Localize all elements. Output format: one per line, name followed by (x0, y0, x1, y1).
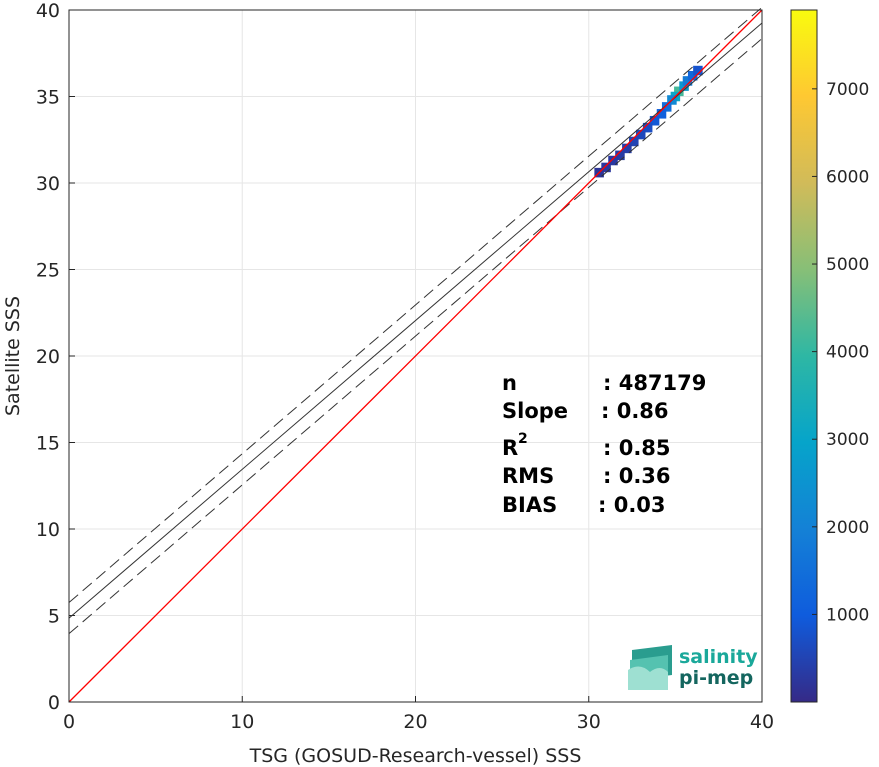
lower-confidence-line (68, 38, 763, 635)
stat-r2-superscript: 2 (518, 431, 528, 447)
colorbar-tick-labels: 1000 2000 3000 4000 5000 6000 7000 (812, 80, 869, 625)
density-cell (629, 136, 639, 147)
x-tick-labels: 0 10 20 30 40 (63, 711, 774, 733)
density-cell (642, 122, 653, 133)
colorbar (790, 9, 818, 703)
density-cell (622, 143, 632, 154)
plot-frame (68, 9, 763, 703)
upper-confidence-line (68, 7, 763, 603)
density-cell (687, 70, 698, 81)
colorbar-tick-label: 7000 (826, 80, 869, 100)
density-cell (601, 162, 611, 173)
density-cell (615, 150, 625, 161)
density-cell (661, 102, 672, 112)
density-cell (682, 76, 693, 86)
identity-line (68, 9, 763, 703)
y-tick-label: 10 (36, 519, 60, 541)
x-tick-label: 40 (750, 711, 774, 733)
colorbar-tick-label: 5000 (826, 255, 869, 275)
density-cell (656, 109, 667, 119)
regression-fit-line (68, 22, 763, 619)
density-cell (679, 81, 689, 91)
density-cell (674, 86, 684, 97)
stat-n-label: n (502, 371, 517, 395)
logo-text-salinity: salinity (679, 646, 758, 668)
y-tick-label: 30 (36, 173, 60, 195)
statistics-text: n : 487179 Slope : 0.86 R 2 : 0.85 RMS :… (502, 371, 706, 517)
stat-bias-value: : 0.03 (598, 493, 666, 517)
y-axis-label: Satellite SSS (2, 296, 24, 416)
x-tick-label: 0 (63, 711, 75, 733)
density-cell (635, 129, 646, 140)
stat-n-value: : 487179 (603, 371, 706, 395)
y-tick-labels: 0 5 10 15 20 25 30 35 40 (36, 0, 60, 714)
density-cell (608, 155, 618, 166)
density-cell (649, 115, 660, 126)
stat-rms-label: RMS (502, 464, 554, 488)
logo-wave-icon (628, 645, 672, 690)
x-axis-label: TSG (GOSUD-Research-vessel) SSS (249, 745, 582, 767)
colorbar-tick-label: 4000 (826, 343, 869, 363)
stat-bias-label: BIAS (502, 493, 557, 517)
y-tick-label: 40 (36, 0, 60, 22)
x-tick-label: 10 (230, 711, 254, 733)
colorbar-tick-label: 2000 (826, 518, 869, 538)
y-tick-label: 35 (36, 87, 60, 109)
x-tick-label: 30 (577, 711, 601, 733)
salinity-pimep-logo: salinity pi-mep (628, 645, 758, 690)
logo-text-pimep: pi-mep (679, 667, 753, 689)
colorbar-tick-label: 6000 (826, 167, 869, 187)
stat-r2-value: : 0.85 (603, 436, 671, 460)
y-tick-label: 20 (36, 346, 60, 368)
colorbar-tick-label: 1000 (826, 605, 869, 625)
regression-lines (68, 7, 763, 703)
stat-slope-label: Slope (502, 399, 568, 423)
y-tick-label: 15 (36, 433, 60, 455)
stat-rms-value: : 0.36 (603, 464, 671, 488)
y-tick-label: 0 (48, 692, 60, 714)
y-tick-label: 5 (48, 606, 60, 628)
y-tick-label: 25 (36, 260, 60, 282)
stat-r2-label: R (502, 436, 518, 460)
x-tick-label: 20 (403, 711, 427, 733)
stat-slope-value: : 0.86 (601, 399, 669, 423)
colorbar-tick-label: 3000 (826, 430, 869, 450)
density-cell (693, 65, 703, 76)
